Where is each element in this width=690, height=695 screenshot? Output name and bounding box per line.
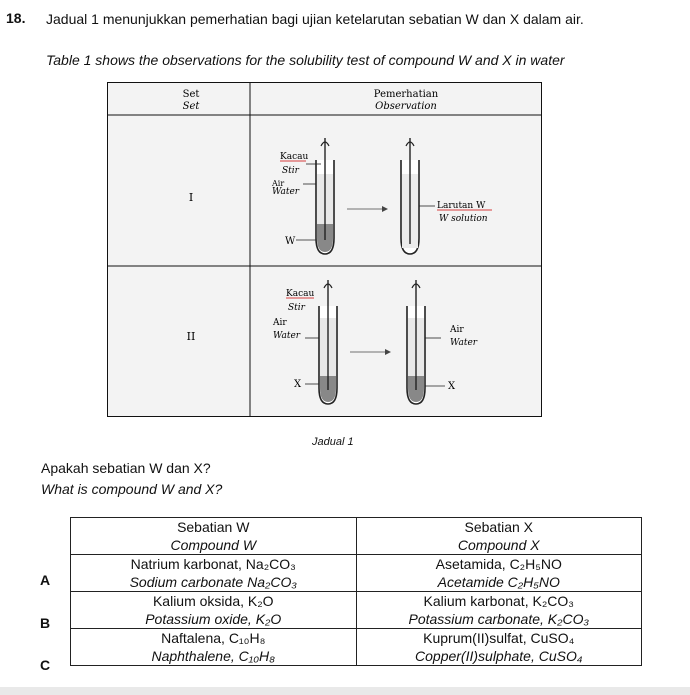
question-text-english: Table 1 shows the observations for the s… (46, 52, 565, 68)
option-c-w-en: Naphthalene, C₁₀H₈ (151, 648, 276, 664)
option-letter-b[interactable]: B (40, 615, 51, 631)
row2-arrow-head (385, 349, 391, 355)
options-header-row: Sebatian W Compound W Sebatian X Compound … (70, 517, 642, 555)
header-w-ms: Sebatian W (177, 519, 250, 535)
option-a-x-en: Acetamide C₂H₅NO (437, 574, 560, 590)
test-tube-row1-right (400, 138, 420, 255)
row2-compound-label: X (294, 379, 302, 390)
row1-compound-label: W (285, 236, 296, 247)
set-label-I: I (189, 191, 193, 204)
option-b-w-ms: Kalium oksida, K₂O (152, 593, 274, 609)
test-tube-row2-left (318, 280, 338, 405)
option-c-x-en: Copper(II)sulphate, CuSO₄ (415, 648, 583, 664)
row1-arrow-head (382, 206, 388, 212)
option-c-w: Naftalena, C₁₀H₈ Naphthalene, C₁₀H₈ (70, 628, 357, 666)
row1-solution-en: W solution (439, 214, 488, 224)
set-label-II: II (187, 330, 196, 343)
table-border (107, 82, 542, 417)
header-compound-x: Sebatian X Compound X (355, 517, 642, 555)
ask-text-malay: Apakah sebatian W dan X? (41, 460, 211, 476)
row2-water2-ms: Air (449, 325, 464, 335)
option-c-x: Kuprum(II)sulfat, CuSO₄ Copper(II)sulphat… (355, 628, 642, 666)
option-a-w-en: Sodium carbonate Na₂CO₃ (129, 574, 297, 590)
row1-solution-ms: Larutan W (437, 201, 486, 211)
question-number: 18. (6, 10, 26, 26)
option-b-w: Kalium oksida, K₂O Potassium oxide, K₂O (70, 591, 357, 629)
row2-compound2-label: X (448, 381, 456, 392)
observation-table-figure: Set Set Pemerhatian Observation I II Kac… (107, 82, 542, 417)
option-row-b[interactable]: Kalium oksida, K₂O Potassium oxide, K₂O K… (70, 591, 642, 629)
test-tube-row1-left (315, 138, 335, 255)
option-a-x: Asetamida, C₂H₅NO Acetamide C₂H₅NO (355, 554, 642, 592)
option-a-x-ms: Asetamida, C₂H₅NO (435, 556, 562, 572)
bottom-scroll-bar (0, 687, 690, 695)
row1-water-en: Water (272, 187, 300, 197)
option-b-x: Kalium karbonat, K₂CO₃ Potassium carbonat… (355, 591, 642, 629)
header-x-en: Compound X (457, 537, 540, 553)
ask-text-english: What is compound W and X? (41, 481, 223, 497)
option-a-w: Natrium karbonat, Na₂CO₃ Sodium carbonate… (70, 554, 357, 592)
question-text-malay: Jadual 1 menunjukkan pemerhatian bagi uj… (46, 11, 584, 27)
test-tube-row2-right (406, 280, 426, 405)
option-b-x-en: Potassium carbonate, K₂CO₃ (408, 611, 590, 627)
answer-options-table: Sebatian W Compound W Sebatian X Compound … (70, 517, 642, 666)
option-b-x-ms: Kalium karbonat, K₂CO₃ (423, 593, 574, 609)
observation-diagram: Set Set Pemerhatian Observation I II Kac… (107, 82, 542, 417)
option-c-x-ms: Kuprum(II)sulfat, CuSO₄ (423, 630, 575, 646)
option-c-w-ms: Naftalena, C₁₀H₈ (161, 630, 266, 646)
option-b-w-en: Potassium oxide, K₂O (145, 611, 282, 627)
row1-water-ms: Air (271, 179, 284, 188)
header-set-en: Set (183, 101, 201, 112)
row2-water2-en: Water (450, 338, 478, 348)
option-row-c[interactable]: Naftalena, C₁₀H₈ Naphthalene, C₁₀H₈ Kupru… (70, 628, 642, 666)
row2-stir-en: Stir (288, 303, 306, 313)
option-letter-a[interactable]: A (40, 572, 51, 588)
option-row-a[interactable]: Natrium karbonat, Na₂CO₃ Sodium carbonate… (70, 554, 642, 592)
row2-water-ms: Air (272, 318, 287, 328)
header-set-ms: Set (183, 89, 200, 100)
row2-water-en: Water (273, 331, 301, 341)
figure-caption: Jadual 1 (312, 436, 354, 448)
header-w-en: Compound W (170, 537, 257, 553)
row1-stir-ms: Kacau (280, 152, 308, 162)
header-x-ms: Sebatian X (464, 519, 534, 535)
row1-stir-en: Stir (282, 166, 300, 176)
header-observation-en: Observation (375, 101, 437, 112)
row2-stir-ms: Kacau (286, 289, 314, 299)
option-letter-c[interactable]: C (40, 657, 51, 673)
header-compound-w: Sebatian W Compound W (70, 517, 357, 555)
option-a-w-ms: Natrium karbonat, Na₂CO₃ (130, 556, 296, 572)
header-observation-ms: Pemerhatian (374, 89, 439, 100)
